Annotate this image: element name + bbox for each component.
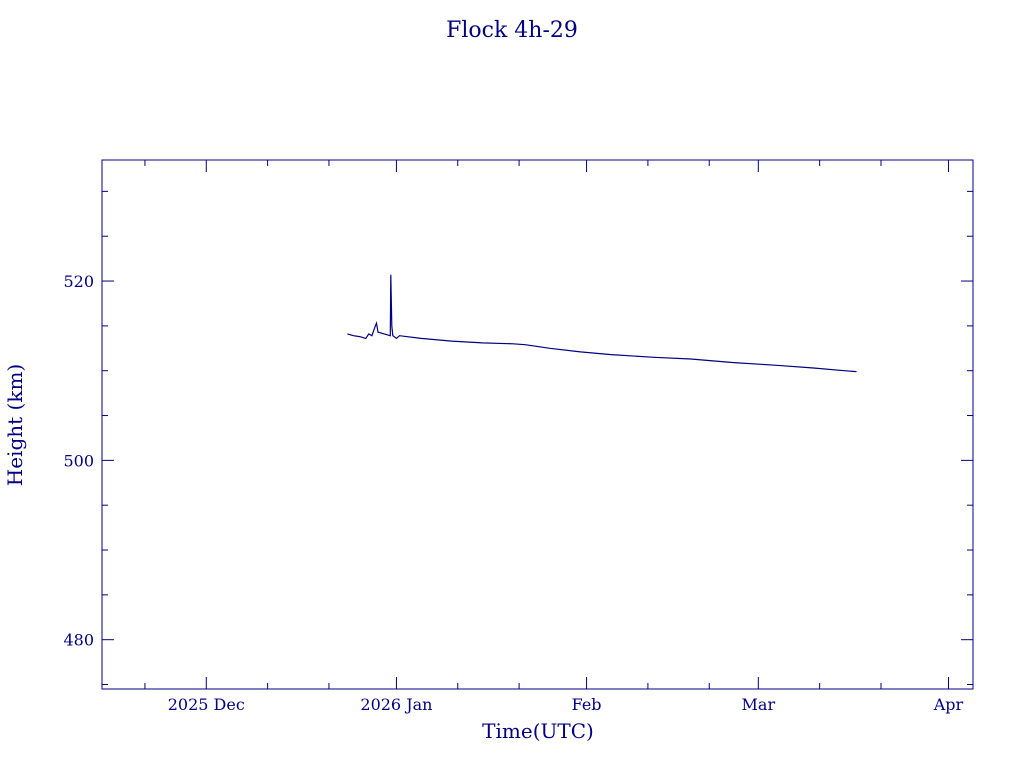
x-tick-label: Mar <box>742 695 776 714</box>
series-line <box>347 274 857 373</box>
y-axis-ticks: 480 500 520 <box>63 190 973 686</box>
y-axis-label: Height (km) <box>3 364 27 486</box>
y-tick-label: 520 <box>63 272 94 291</box>
chart-title: Flock 4h-29 <box>446 18 578 43</box>
x-axis-ticks: 2025 Dec 2026 Jan Feb Mar Apr <box>144 160 964 714</box>
y-tick-label: 480 <box>63 631 94 650</box>
x-tick-label: Apr <box>933 695 964 714</box>
x-tick-label: 2025 Dec <box>168 695 245 714</box>
plot-frame <box>101 159 974 690</box>
x-tick-label: Feb <box>572 695 602 714</box>
x-axis-label: Time(UTC) <box>482 719 594 743</box>
series-group <box>347 274 857 373</box>
y-tick-label: 500 <box>63 451 94 470</box>
x-tick-label: 2026 Jan <box>360 695 432 714</box>
